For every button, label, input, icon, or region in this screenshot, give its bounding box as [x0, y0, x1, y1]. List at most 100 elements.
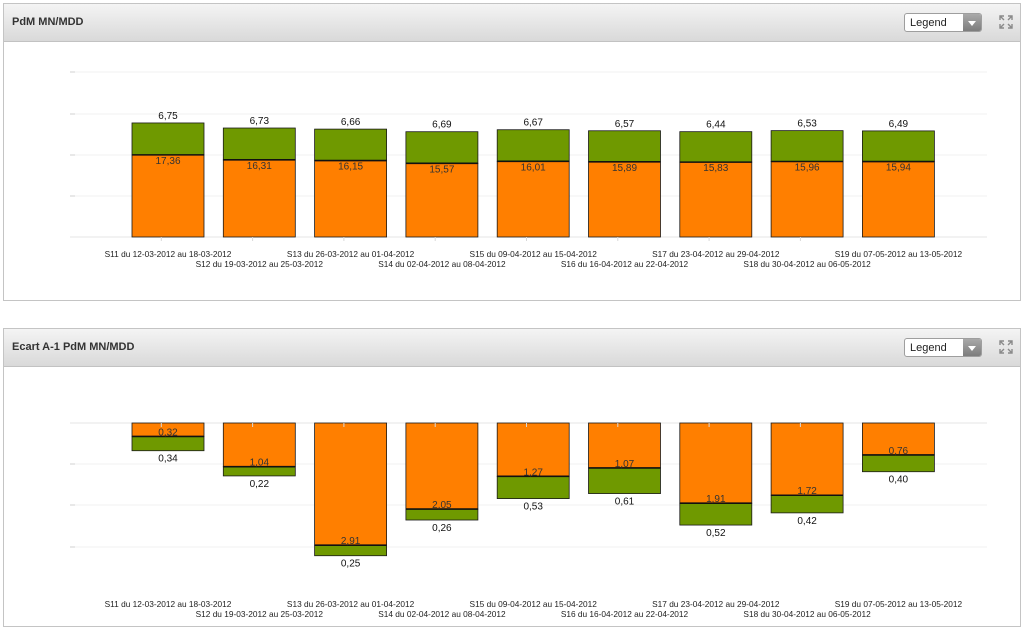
data-label-series-2: 6,66: [341, 117, 361, 128]
bar-series-1: [131, 154, 205, 238]
x-tick-label: S16 du 16-04-2012 au 22-04-2012: [561, 259, 689, 269]
data-label-series-1: 17,36: [155, 156, 180, 167]
bar-series-1: [679, 161, 753, 238]
x-tick-label: S11 du 12-03-2012 au 18-03-2012: [105, 249, 232, 259]
data-label-series-1: 2,05: [432, 500, 452, 511]
bar-series-2: [770, 494, 844, 514]
bar-series-1: [314, 422, 388, 546]
data-label-series-2: 6,49: [889, 119, 909, 130]
bar-series-2: [222, 127, 296, 161]
legend-dropdown-label: Legend: [910, 342, 947, 354]
bar-series-1: [222, 159, 296, 238]
data-label-series-2: 6,57: [615, 119, 635, 130]
chart-panel-pdm: PdM MN/MDD Legend 17,36 6,75 S11 du 12-03-…: [3, 3, 1021, 301]
bar-series-2: [405, 131, 479, 164]
data-label-series-1: 1,27: [523, 467, 543, 478]
data-label-series-2: 6,44: [706, 120, 726, 131]
panel-title: PdM MN/MDD: [12, 16, 84, 28]
bar-series-1: [679, 422, 753, 504]
data-label-series-1: 2,91: [341, 536, 361, 547]
bar-series-1: [496, 160, 570, 238]
panel-header: Ecart A-1 PdM MN/MDD Legend: [4, 329, 1020, 367]
bar-series-1: [588, 422, 661, 469]
bar-series-2: [496, 475, 570, 499]
x-tick-label: S18 du 30-04-2012 au 06-05-2012: [743, 259, 871, 269]
data-label-series-1: 16,31: [247, 161, 272, 172]
data-label-series-1: 15,57: [429, 164, 454, 175]
x-tick-label: S17 du 23-04-2012 au 29-04-2012: [652, 249, 780, 259]
x-tick-label: S12 du 19-03-2012 au 25-03-2012: [196, 609, 324, 619]
data-label-series-2: 0,61: [615, 497, 635, 508]
bar-series-2: [679, 131, 753, 163]
data-label-series-2: 0,22: [250, 479, 270, 490]
bar-series-1: [496, 422, 570, 477]
expand-icon[interactable]: [998, 339, 1014, 355]
bar-chart-ecart: 0,32 0,34 S11 du 12-03-2012 au 18-03-2012 1…: [70, 422, 987, 619]
data-label-series-2: 6,53: [797, 119, 817, 130]
bar-series-1: [405, 422, 479, 510]
data-label-series-2: 6,69: [432, 120, 452, 131]
bar-series-1: [588, 161, 661, 238]
data-label-series-1: 1,04: [250, 458, 270, 469]
x-tick-label: S15 du 09-04-2012 au 15-04-2012: [470, 599, 598, 609]
bar-series-1: [405, 162, 479, 238]
bar-series-1: [314, 160, 388, 238]
x-tick-label: S11 du 12-03-2012 au 18-03-2012: [105, 599, 232, 609]
x-tick-label: S14 du 02-04-2012 au 08-04-2012: [378, 609, 506, 619]
x-tick-label: S19 du 07-05-2012 au 13-05-2012: [835, 249, 963, 259]
data-label-series-1: 15,96: [795, 163, 820, 174]
bar-series-1: [862, 161, 935, 238]
bar-series-2: [679, 502, 753, 526]
data-label-series-1: 15,83: [703, 163, 728, 174]
x-tick-label: S14 du 02-04-2012 au 08-04-2012: [378, 259, 506, 269]
bar-series-2: [588, 130, 661, 163]
bar-series-2: [131, 122, 205, 156]
panel-header: PdM MN/MDD Legend: [4, 4, 1020, 42]
bar-series-2: [862, 130, 935, 163]
x-tick-label: S16 du 16-04-2012 au 22-04-2012: [561, 609, 689, 619]
data-label-series-2: 0,52: [706, 528, 726, 539]
x-tick-label: S13 du 26-03-2012 au 01-04-2012: [287, 249, 415, 259]
bar-series-1: [770, 422, 844, 496]
bar-series-2: [588, 467, 661, 494]
data-label-series-2: 0,34: [158, 454, 178, 465]
data-label-series-1: 16,01: [521, 162, 546, 173]
data-label-series-1: 1,07: [615, 459, 635, 470]
bar-series-2: [131, 436, 205, 452]
legend-dropdown-label: Legend: [910, 17, 947, 29]
x-tick-label: S13 du 26-03-2012 au 01-04-2012: [287, 599, 415, 609]
legend-dropdown[interactable]: Legend: [904, 13, 982, 32]
x-tick-label: S18 du 30-04-2012 au 06-05-2012: [743, 609, 871, 619]
bar-series-2: [862, 454, 935, 473]
panel-title: Ecart A-1 PdM MN/MDD: [12, 341, 135, 353]
expand-icon[interactable]: [998, 14, 1014, 30]
data-label-series-1: 16,15: [338, 162, 363, 173]
bar-chart-pdm: 17,36 6,75 S11 du 12-03-2012 au 18-03-2012…: [70, 71, 987, 269]
data-label-series-2: 0,53: [523, 502, 543, 513]
data-label-series-1: 1,72: [797, 486, 817, 497]
data-label-series-2: 0,25: [341, 559, 361, 570]
x-tick-label: S17 du 23-04-2012 au 29-04-2012: [652, 599, 780, 609]
data-label-series-1: 0,32: [158, 427, 178, 438]
legend-dropdown[interactable]: Legend: [904, 338, 982, 357]
data-label-series-2: 0,26: [432, 523, 452, 534]
data-label-series-1: 15,94: [886, 163, 911, 174]
bar-series-2: [314, 128, 388, 162]
data-label-series-2: 0,40: [889, 475, 909, 486]
data-label-series-1: 15,89: [612, 163, 637, 174]
data-label-series-2: 6,75: [158, 111, 178, 122]
x-tick-label: S15 du 09-04-2012 au 15-04-2012: [470, 249, 598, 259]
chart-panel-ecart: Ecart A-1 PdM MN/MDD Legend 0,32 0,34 S11 …: [3, 328, 1021, 627]
x-tick-label: S19 du 07-05-2012 au 13-05-2012: [835, 599, 963, 609]
data-label-series-2: 6,73: [250, 116, 270, 127]
x-tick-label: S12 du 19-03-2012 au 25-03-2012: [196, 259, 324, 269]
data-label-series-1: 1,91: [706, 494, 726, 505]
chevron-down-icon[interactable]: [963, 14, 981, 31]
bar-series-2: [496, 129, 570, 162]
data-label-series-1: 0,76: [889, 446, 909, 457]
bar-series-2: [770, 130, 844, 162]
bar-series-1: [770, 161, 844, 238]
data-label-series-2: 0,42: [797, 516, 817, 527]
data-label-series-2: 6,67: [523, 118, 543, 129]
chevron-down-icon[interactable]: [963, 339, 981, 356]
